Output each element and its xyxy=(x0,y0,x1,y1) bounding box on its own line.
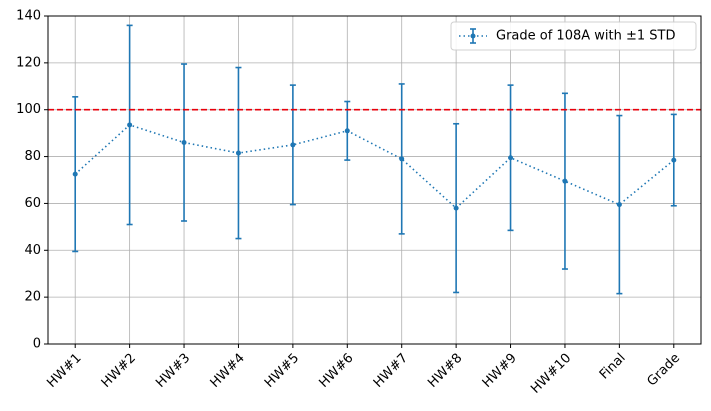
point xyxy=(616,202,622,208)
x-tick-label: HW#1 xyxy=(44,351,84,391)
point xyxy=(508,155,514,161)
x-tick-label: HW#5 xyxy=(262,351,302,391)
x-tick-label: HW#6 xyxy=(316,351,356,391)
point xyxy=(344,128,350,134)
y-tick-label: 40 xyxy=(24,243,41,258)
point xyxy=(127,122,133,128)
point xyxy=(181,140,187,146)
legend-marker xyxy=(470,33,476,39)
x-tick-label: HW#4 xyxy=(208,351,248,391)
point xyxy=(235,150,241,156)
x-tick-label: Final xyxy=(597,351,629,383)
point xyxy=(399,156,405,162)
x-tick-label: HW#10 xyxy=(528,351,574,397)
x-tick-label: HW#9 xyxy=(480,351,520,391)
point xyxy=(453,205,459,211)
x-tick-label: Grade xyxy=(644,351,683,390)
y-tick-label: 60 xyxy=(24,196,41,211)
y-tick-label: 100 xyxy=(16,102,41,117)
point xyxy=(671,157,677,163)
x-tick-label: HW#2 xyxy=(99,351,139,391)
plot-frame xyxy=(47,15,702,345)
legend-box xyxy=(450,21,697,51)
y-tick-label: 120 xyxy=(16,55,41,70)
y-tick-label: 0 xyxy=(33,337,41,352)
legend-label: Grade of 108A with ±1 STD xyxy=(496,29,675,44)
x-tick-label: HW#8 xyxy=(425,351,465,391)
data-line xyxy=(74,124,675,210)
y-tick-label: 80 xyxy=(24,149,41,164)
x-tick-label: HW#3 xyxy=(153,351,193,391)
y-tick-label: 140 xyxy=(16,9,41,24)
point xyxy=(290,142,296,148)
y-tick-label: 20 xyxy=(24,290,41,305)
point xyxy=(72,171,78,177)
x-tick-label: HW#7 xyxy=(371,351,411,391)
point xyxy=(562,178,568,184)
